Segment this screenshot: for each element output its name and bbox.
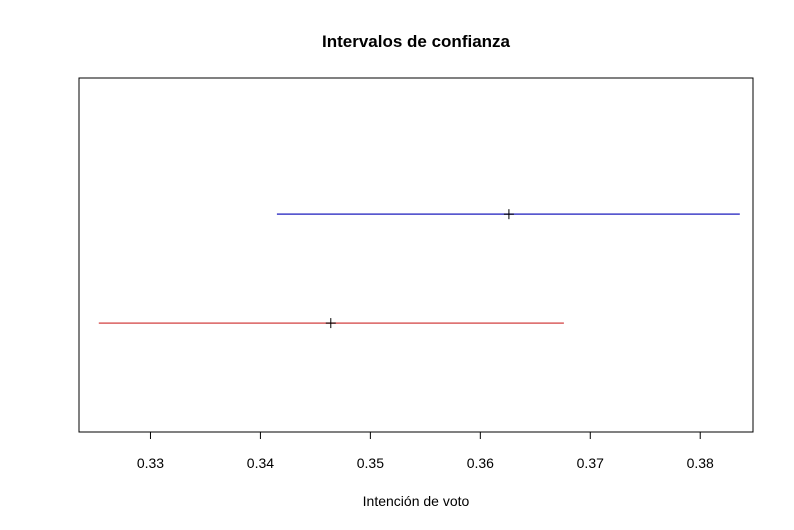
chart-title: Intervalos de confianza xyxy=(322,32,511,51)
x-axis: 0.33 0.34 0.35 0.36 0.37 0.38 xyxy=(137,431,714,471)
x-axis-label: Intención de voto xyxy=(363,493,470,509)
intervals xyxy=(98,209,740,329)
x-tick-label: 0.35 xyxy=(357,455,384,471)
point-estimate-marker xyxy=(503,209,514,220)
x-tick-label: 0.38 xyxy=(687,455,714,471)
x-tick-label: 0.34 xyxy=(247,455,274,471)
x-tick-label: 0.33 xyxy=(137,455,164,471)
plot-frame xyxy=(78,77,754,433)
x-tick-label: 0.37 xyxy=(577,455,604,471)
x-tick-label: 0.36 xyxy=(467,455,494,471)
point-estimate-marker xyxy=(325,318,336,329)
